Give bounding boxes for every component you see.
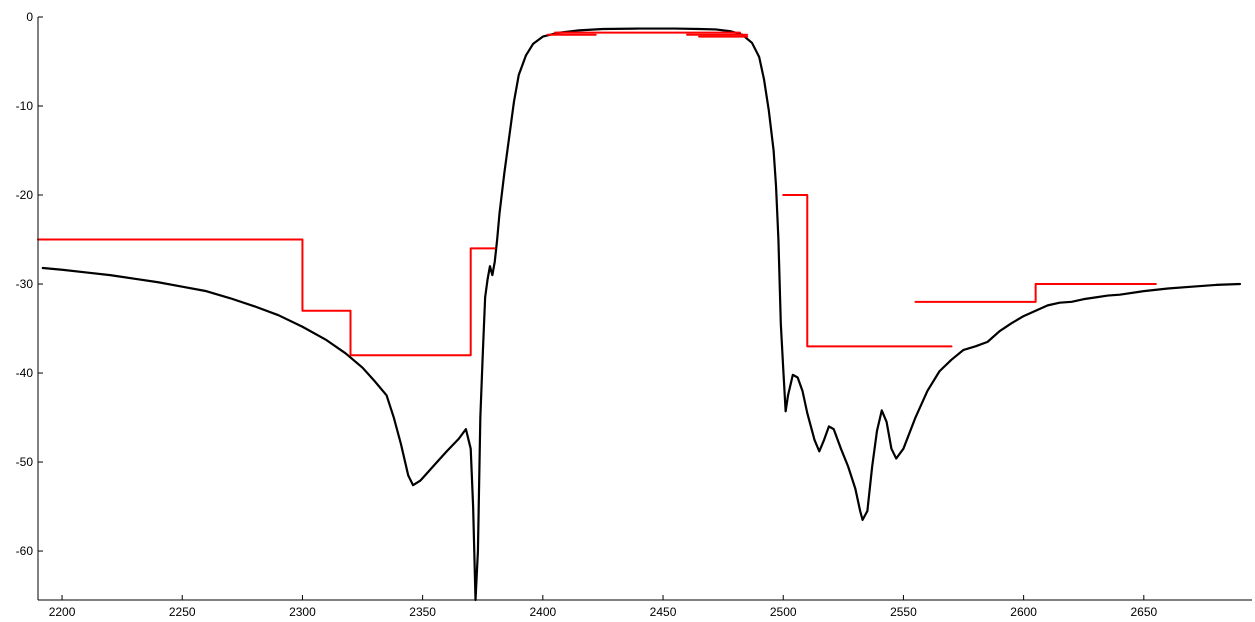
x-tick-label: 2250: [169, 605, 196, 619]
x-tick-label: 2300: [289, 605, 316, 619]
y-axis-ticks: 0 -10 -20 -30 -40 -50 -60: [16, 10, 43, 558]
x-tick-label: 2200: [49, 605, 76, 619]
x-tick-label: 2650: [1130, 605, 1157, 619]
series-line-7: [782, 194, 953, 348]
y-tick-label: -20: [16, 188, 34, 202]
y-tick-label: -60: [16, 544, 34, 558]
y-tick-label: -50: [16, 455, 34, 469]
x-axis-ticks: 2200 2250 2300 2350 2400 2450 2500 2550 2600 2650: [49, 595, 1157, 619]
x-tick-label: 2400: [529, 605, 556, 619]
x-tick-label: 2550: [890, 605, 917, 619]
series-line-8: [914, 283, 1157, 303]
x-tick-label: 2350: [409, 605, 436, 619]
y-tick-label: -10: [16, 99, 34, 113]
y-tick-label: 0: [26, 10, 33, 24]
x-tick-label: 2500: [770, 605, 797, 619]
y-tick-label: -30: [16, 277, 34, 291]
y-tick-label: -40: [16, 366, 34, 380]
x-tick-label: 2600: [1010, 605, 1037, 619]
series-line-1: [41, 27, 1242, 602]
x-tick-label: 2450: [650, 605, 677, 619]
series-line-2: [37, 238, 496, 357]
axes: [37, 17, 1252, 601]
series-group: [37, 27, 1242, 602]
